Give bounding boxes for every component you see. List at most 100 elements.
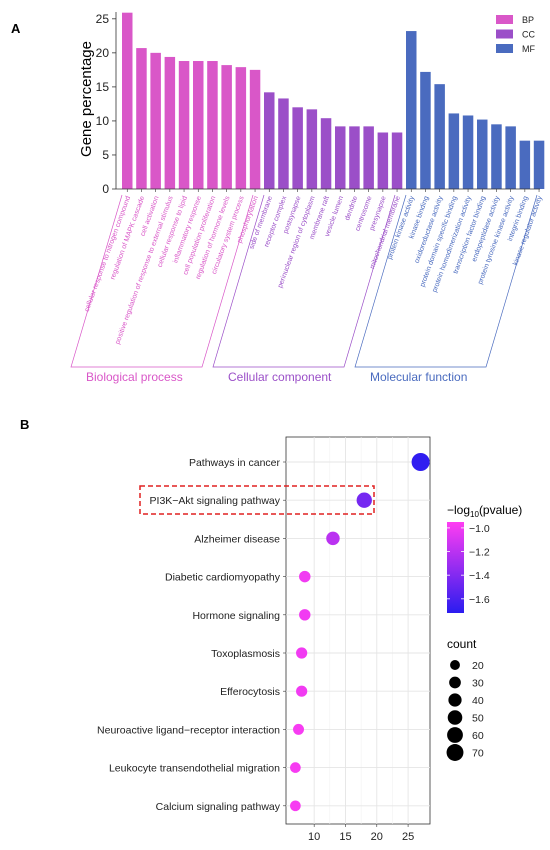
- kegg-dot-plot: B Pathways in cancer PI3K−Akt signaling p…: [20, 417, 522, 843]
- bar-bp: [207, 61, 218, 190]
- dot-series: [290, 452, 430, 812]
- bar-mf: [477, 119, 488, 189]
- size-legend-title: count: [447, 637, 477, 651]
- legend-swatch-cc: [496, 29, 513, 39]
- bar-bp: [221, 65, 232, 189]
- bar-mf: [505, 126, 516, 189]
- bar-bp: [164, 56, 176, 189]
- pathway-label: Neuroactive ligand−receptor interaction: [97, 724, 280, 736]
- legend-swatch-bp: [496, 15, 513, 24]
- size-legend-dot: [447, 727, 463, 743]
- pathway-label: Calcium signaling pathway: [156, 801, 281, 813]
- bar-bp: [235, 67, 247, 189]
- x-tick-labels: cellular response to nitrogen compoundre…: [84, 189, 544, 345]
- dot: [296, 685, 308, 697]
- size-legend-label: 70: [472, 748, 484, 760]
- size-legend-dot: [446, 744, 464, 761]
- colorbar-tick-label: −1.6: [469, 594, 490, 606]
- x-tick-label: dendrite: [344, 195, 359, 221]
- group-bracket-mf: [354, 194, 538, 368]
- panel-label-b: B: [20, 417, 29, 432]
- bar-bp: [249, 69, 261, 189]
- colorbar-tick-label: −1.0: [469, 523, 490, 535]
- pathway-label: Pathways in cancer: [189, 457, 281, 469]
- dot: [356, 492, 372, 508]
- bar-mf: [406, 31, 417, 189]
- y-tick-label: 5: [102, 148, 109, 162]
- bar-bp: [193, 61, 204, 190]
- y-tick-label: 25: [96, 12, 110, 26]
- bar-mf: [533, 140, 545, 189]
- y-axis: 0 5 10 15 20 25: [96, 12, 117, 196]
- bar-mf: [462, 115, 474, 189]
- size-legend-dot: [450, 660, 460, 670]
- dot: [299, 570, 311, 583]
- bar-mf: [434, 84, 445, 189]
- bar-cc: [292, 107, 303, 189]
- colorbar-tick-label: −1.4: [469, 570, 490, 582]
- bar-cc: [363, 126, 374, 189]
- bar-cc: [278, 98, 289, 189]
- bar-cc: [306, 109, 318, 189]
- bar-mf: [420, 71, 431, 189]
- size-legend-dot: [448, 693, 462, 707]
- x-tick-labels: 10 15 20 25: [308, 824, 414, 843]
- size-legend: count 20 30 40 50 60 70: [446, 637, 484, 761]
- color-legend: −log10(pvalue) −1.0 −1.2 −1.4 −1.6: [447, 503, 522, 613]
- dot: [411, 452, 430, 472]
- legend-swatch-mf: [496, 44, 513, 53]
- bar-mf: [491, 124, 502, 189]
- x-tick-label: 25: [402, 831, 414, 843]
- size-legend-label: 60: [472, 730, 484, 742]
- bar-cc: [349, 126, 360, 189]
- size-legend-label: 30: [472, 678, 484, 690]
- bar-bp: [136, 48, 147, 190]
- dot: [299, 609, 311, 621]
- legend-label-bp: BP: [522, 15, 534, 25]
- pathway-label: Efferocytosis: [220, 686, 280, 698]
- bar-cc: [377, 132, 389, 189]
- dot: [290, 800, 301, 812]
- highlight-box: [139, 485, 375, 515]
- y-axis-title: Gene percentage: [78, 41, 95, 157]
- size-legend-label: 40: [472, 695, 484, 707]
- pathway-label: Toxoplasmosis: [211, 648, 280, 660]
- group-label-cc: Cellular component: [228, 370, 332, 384]
- bar-cc: [391, 132, 403, 189]
- go-bar-chart: A Gene percentage 0 5 10 15 20 25 cellular re…: [11, 12, 545, 384]
- group-label-bp: Biological process: [86, 370, 183, 384]
- colorbar-ticks: −1.0 −1.2 −1.4 −1.6: [447, 523, 490, 606]
- category-groups: Biological process Cellular component Mole…: [70, 194, 538, 384]
- y-tick-label: 20: [96, 46, 110, 60]
- pathway-label: Alzheimer disease: [194, 533, 280, 545]
- bar-bp: [150, 52, 161, 189]
- colorbar-tick-label: −1.2: [469, 547, 490, 559]
- dot: [296, 647, 308, 659]
- y-tick-label: 0: [102, 182, 109, 196]
- dot: [326, 531, 340, 546]
- y-tick-label: 10: [96, 114, 110, 128]
- size-legend-dot: [449, 676, 461, 689]
- legend-label-mf: MF: [522, 44, 535, 54]
- pathway-label: Leukocyte transendothelial migration: [109, 763, 280, 775]
- dot: [293, 723, 304, 735]
- legend-label-cc: CC: [522, 30, 535, 40]
- color-legend-title: −log10(pvalue): [447, 503, 522, 519]
- group-label-mf: Molecular function: [370, 370, 467, 384]
- size-legend-label: 50: [472, 713, 484, 725]
- bar-bp: [178, 61, 190, 190]
- size-legend-label: 20: [472, 660, 484, 672]
- x-tick-label: 15: [339, 831, 351, 843]
- pathway-labels: Pathways in cancer PI3K−Akt signaling pat…: [97, 457, 286, 813]
- bar-cc: [335, 126, 346, 189]
- bar-series: [116, 12, 545, 190]
- size-legend-dot: [447, 710, 463, 725]
- panel-label-a: A: [11, 21, 21, 36]
- group-bracket-bp: [70, 194, 254, 368]
- x-tick-label: 10: [308, 831, 320, 843]
- legend: BP CC MF: [496, 15, 535, 54]
- x-tick-label: 20: [371, 831, 383, 843]
- colorbar: [447, 522, 464, 613]
- dot: [290, 762, 301, 773]
